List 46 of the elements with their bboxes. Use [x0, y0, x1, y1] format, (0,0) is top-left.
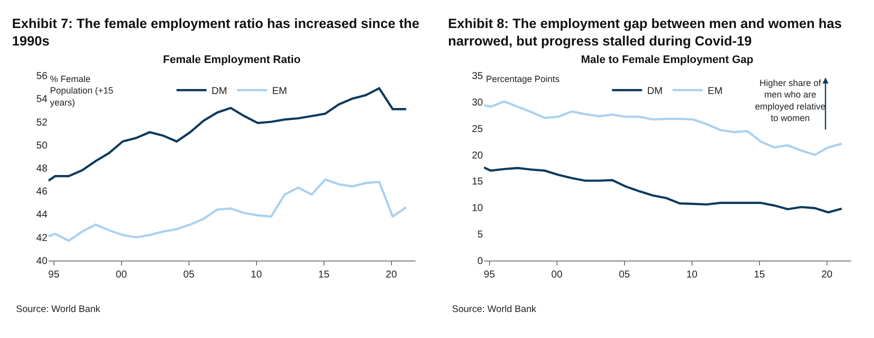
annotation: Higher share of men who are employed relative to women	[755, 78, 826, 124]
y-tick-label: 20	[472, 150, 484, 162]
y-tick-label: 25	[472, 124, 484, 135]
y-axis-title: Percentage Points	[486, 74, 560, 84]
y-tick-label: 50	[36, 140, 48, 152]
x-tick-label: 20	[821, 269, 833, 280]
y-tick-label: 46	[36, 186, 48, 198]
x-tick-label: 00	[551, 269, 563, 280]
y-tick-label: 35	[472, 71, 484, 82]
x-tick-label: 15	[754, 269, 766, 280]
y-tick-label: 5	[477, 230, 484, 240]
legend-label: EM	[708, 86, 723, 97]
legend-label: EM	[272, 86, 288, 97]
source-note: Source: World Bank	[16, 304, 101, 315]
y-tick-label: 42	[36, 232, 48, 244]
y-tick-label: 0	[477, 256, 484, 267]
y-tick-label: 44	[36, 210, 48, 221]
x-tick-label: 10	[250, 269, 262, 280]
x-tick-label: 95	[484, 269, 496, 280]
x-tick-label: 10	[686, 269, 698, 280]
x-tick-label: 00	[116, 269, 128, 280]
line-series	[484, 166, 843, 214]
x-tick-label: 95	[48, 269, 60, 280]
line-series	[48, 178, 408, 242]
y-axis-title: % Female Population (+15 years)	[50, 74, 114, 108]
y-tick-label: 30	[472, 98, 484, 108]
legend-label: DM	[212, 86, 228, 97]
chart-subtitle: Male to Female Employment Gap	[581, 54, 754, 66]
chart-subtitle: Female Employment Ratio	[163, 54, 301, 66]
x-tick-label: 05	[183, 269, 195, 280]
y-tick-label: 56	[36, 71, 48, 82]
source-note: Source: World Bank	[452, 304, 537, 315]
x-tick-label: 20	[386, 269, 398, 280]
legend-label: DM	[647, 86, 663, 97]
y-tick-label: 40	[36, 256, 48, 267]
y-tick-label: 10	[472, 203, 484, 214]
y-tick-label: 54	[36, 94, 48, 106]
y-tick-label: 52	[36, 117, 48, 128]
y-tick-label: 15	[472, 176, 484, 188]
line-series	[484, 100, 843, 156]
chart-title: Exhibit 8: The employment gap between men and women has narrowed, but progress stalled during Covid-19	[448, 16, 842, 49]
line-series	[48, 87, 408, 182]
y-tick-label: 48	[36, 164, 48, 174]
x-tick-label: 15	[318, 269, 330, 280]
chart-title: Exhibit 7: The female employment ratio has increased since the 1990s	[12, 16, 420, 49]
x-tick-label: 05	[618, 269, 630, 280]
